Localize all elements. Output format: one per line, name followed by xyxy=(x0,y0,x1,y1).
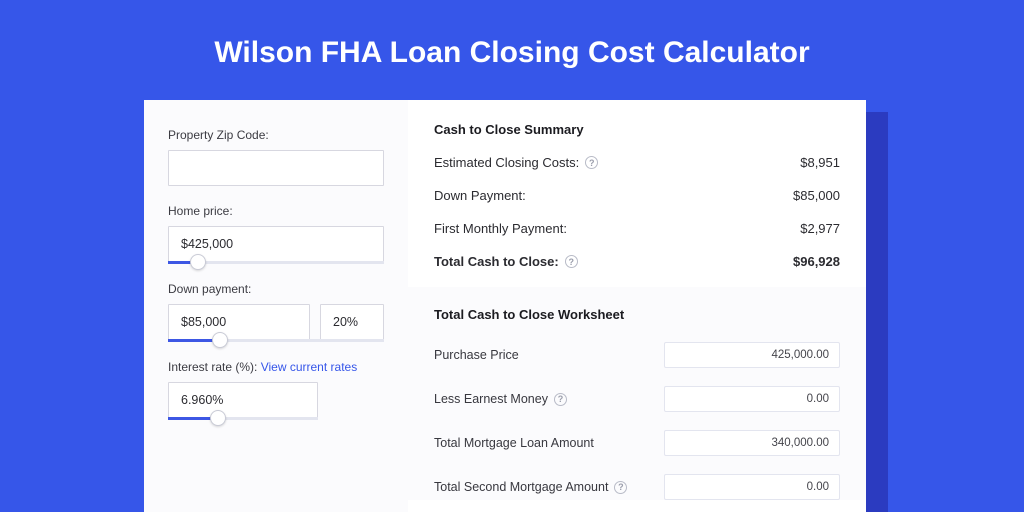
help-icon[interactable]: ? xyxy=(585,156,598,169)
slider-thumb[interactable] xyxy=(210,410,226,426)
down-payment-pct-input[interactable] xyxy=(320,304,384,340)
worksheet-row: Purchase Price xyxy=(434,342,840,368)
summary-row: First Monthly Payment: $2,977 xyxy=(434,221,840,236)
view-rates-link[interactable]: View current rates xyxy=(261,360,358,374)
worksheet-row: Total Mortgage Loan Amount xyxy=(434,430,840,456)
help-icon[interactable]: ? xyxy=(565,255,578,268)
interest-label: Interest rate (%): View current rates xyxy=(168,360,384,374)
summary-row-value: $2,977 xyxy=(800,221,840,236)
down-payment-input[interactable] xyxy=(168,304,310,340)
worksheet-row-label-text: Total Second Mortgage Amount xyxy=(434,480,608,494)
summary-row-label: Total Cash to Close:? xyxy=(434,254,578,269)
summary-row-label-text: First Monthly Payment: xyxy=(434,221,567,236)
inputs-panel: Property Zip Code: Home price: Down paym… xyxy=(144,100,408,512)
help-icon[interactable]: ? xyxy=(554,393,567,406)
field-down-payment: Down payment: xyxy=(168,282,384,342)
field-zip: Property Zip Code: xyxy=(168,128,384,186)
interest-input[interactable] xyxy=(168,382,318,418)
page-background: Wilson FHA Loan Closing Cost Calculator … xyxy=(0,0,1024,512)
down-payment-label: Down payment: xyxy=(168,282,384,296)
zip-input[interactable] xyxy=(168,150,384,186)
calculator-card: Property Zip Code: Home price: Down paym… xyxy=(144,100,866,512)
field-interest: Interest rate (%): View current rates xyxy=(168,360,384,420)
summary-row-value: $96,928 xyxy=(793,254,840,269)
summary-row: Down Payment: $85,000 xyxy=(434,188,840,203)
slider-thumb[interactable] xyxy=(212,332,228,348)
summary-row-value: $85,000 xyxy=(793,188,840,203)
summary-row-label: Estimated Closing Costs:? xyxy=(434,155,598,170)
interest-label-text: Interest rate (%): xyxy=(168,360,257,374)
zip-label: Property Zip Code: xyxy=(168,128,384,142)
down-payment-slider[interactable] xyxy=(168,339,384,342)
slider-thumb[interactable] xyxy=(190,254,206,270)
interest-slider[interactable] xyxy=(168,417,318,420)
summary-row-value: $8,951 xyxy=(800,155,840,170)
summary-row-label-text: Total Cash to Close: xyxy=(434,254,559,269)
worksheet-title: Total Cash to Close Worksheet xyxy=(434,307,840,322)
summary-row: Estimated Closing Costs:? $8,951 xyxy=(434,155,840,170)
worksheet-row-label: Less Earnest Money? xyxy=(434,392,567,406)
summary-row-label: Down Payment: xyxy=(434,188,526,203)
worksheet-rows: Purchase Price Less Earnest Money? Total M… xyxy=(434,342,840,500)
results-panel: Cash to Close Summary Estimated Closing … xyxy=(408,100,866,512)
summary-rows: Estimated Closing Costs:? $8,951 Down Paym… xyxy=(434,155,840,269)
home-price-label: Home price: xyxy=(168,204,384,218)
worksheet-row-input[interactable] xyxy=(664,474,840,500)
worksheet-row-label-text: Purchase Price xyxy=(434,348,519,362)
worksheet-row-label-text: Less Earnest Money xyxy=(434,392,548,406)
summary-row: Total Cash to Close:? $96,928 xyxy=(434,254,840,269)
field-home-price: Home price: xyxy=(168,204,384,264)
summary-row-label-text: Estimated Closing Costs: xyxy=(434,155,579,170)
worksheet-row-label-text: Total Mortgage Loan Amount xyxy=(434,436,594,450)
page-title: Wilson FHA Loan Closing Cost Calculator xyxy=(0,0,1024,70)
worksheet-row: Total Second Mortgage Amount? xyxy=(434,474,840,500)
worksheet-row-label: Purchase Price xyxy=(434,348,519,362)
worksheet-panel: Total Cash to Close Worksheet Purchase P… xyxy=(408,287,866,500)
help-icon[interactable]: ? xyxy=(614,481,627,494)
worksheet-row-input[interactable] xyxy=(664,430,840,456)
home-price-slider[interactable] xyxy=(168,261,384,264)
worksheet-row-input[interactable] xyxy=(664,342,840,368)
worksheet-row-label: Total Mortgage Loan Amount xyxy=(434,436,594,450)
worksheet-row: Less Earnest Money? xyxy=(434,386,840,412)
summary-row-label: First Monthly Payment: xyxy=(434,221,567,236)
summary-title: Cash to Close Summary xyxy=(434,122,840,137)
summary-row-label-text: Down Payment: xyxy=(434,188,526,203)
worksheet-row-label: Total Second Mortgage Amount? xyxy=(434,480,627,494)
worksheet-row-input[interactable] xyxy=(664,386,840,412)
